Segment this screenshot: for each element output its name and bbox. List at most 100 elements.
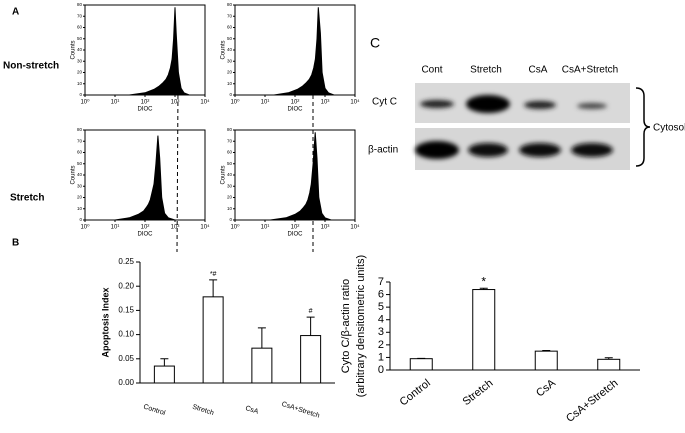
y-tick-label: 10 bbox=[227, 206, 233, 211]
x-tick-label: Stretch bbox=[191, 404, 214, 418]
x-axis-label: DIOC bbox=[138, 107, 154, 113]
x-tick-label: 10⁴ bbox=[200, 99, 210, 106]
x-tick-label: CsA+Stretch bbox=[564, 377, 620, 425]
band bbox=[571, 143, 613, 157]
error-bar bbox=[306, 316, 315, 336]
band bbox=[524, 101, 556, 109]
y-axis-label: (arbitrary densitometric units) bbox=[355, 255, 367, 397]
panel-label: C bbox=[370, 35, 380, 51]
y-tick-label: 10 bbox=[77, 81, 83, 86]
y-axis-label: Counts bbox=[221, 165, 227, 184]
x-tick-label: 10⁴ bbox=[350, 99, 360, 106]
annotation: * bbox=[481, 274, 486, 288]
y-tick-label: 0 bbox=[79, 92, 82, 97]
y-tick-label: 60 bbox=[77, 150, 83, 155]
bar bbox=[597, 358, 621, 371]
band bbox=[420, 100, 454, 108]
band bbox=[468, 143, 508, 157]
y-tick-label: 60 bbox=[77, 25, 83, 30]
lane-label: CsA+Stretch bbox=[562, 65, 618, 76]
histogram bbox=[129, 7, 190, 96]
y-tick-label: 5 bbox=[378, 301, 384, 313]
y-tick-label: 70 bbox=[227, 138, 233, 143]
annotation: # bbox=[309, 308, 313, 315]
x-tick-label: 10⁰ bbox=[80, 99, 90, 106]
lane-label: Stretch bbox=[470, 65, 502, 76]
x-tick-label: 10⁴ bbox=[350, 224, 360, 231]
y-tick-label: 0.25 bbox=[118, 257, 134, 266]
x-tick-label: Control bbox=[398, 377, 433, 408]
y-tick-label: 0 bbox=[229, 92, 232, 97]
x-tick-label: 10⁰ bbox=[230, 224, 240, 231]
y-tick-label: 20 bbox=[227, 195, 233, 200]
y-tick-label: 1 bbox=[378, 351, 384, 363]
y-tick-label: 0.10 bbox=[118, 330, 134, 339]
y-tick-label: 40 bbox=[77, 47, 83, 52]
y-tick-label: 0.20 bbox=[118, 281, 134, 290]
x-tick-label: 10² bbox=[141, 225, 150, 231]
bar bbox=[534, 350, 558, 371]
error-bar bbox=[542, 350, 551, 352]
x-axis-label: DIOC bbox=[288, 232, 304, 238]
bar bbox=[472, 289, 496, 371]
x-tick-label: 10⁴ bbox=[200, 224, 210, 231]
x-tick-label: 10² bbox=[141, 100, 150, 106]
y-tick-label: 50 bbox=[77, 161, 83, 166]
y-axis-label: Counts bbox=[71, 40, 77, 59]
y-tick-label: 40 bbox=[227, 172, 233, 177]
y-tick-label: 70 bbox=[77, 138, 83, 143]
y-tick-label: 0 bbox=[79, 217, 82, 222]
y-tick-label: 30 bbox=[77, 58, 83, 63]
bar bbox=[251, 347, 273, 384]
x-tick-label: 10¹ bbox=[261, 100, 270, 106]
y-tick-label: 30 bbox=[227, 183, 233, 188]
y-tick-label: 0.00 bbox=[118, 378, 134, 387]
error-bar bbox=[604, 357, 613, 360]
lane-label: Cont bbox=[421, 65, 442, 76]
x-tick-label: 10² bbox=[291, 100, 300, 106]
bar bbox=[153, 365, 175, 384]
y-tick-label: 80 bbox=[227, 127, 233, 132]
brace bbox=[635, 87, 651, 167]
row-label: Stretch bbox=[10, 193, 44, 204]
x-axis-label: DIOC bbox=[288, 107, 304, 113]
dashed-guide bbox=[176, 87, 179, 253]
panel-label: A bbox=[12, 7, 19, 18]
y-tick-label: 2 bbox=[378, 339, 384, 351]
western-blot: Cont Stretch CsA CsA+Stretch Cyt C β-act… bbox=[368, 65, 685, 170]
lane-label: CsA bbox=[529, 65, 548, 76]
fraction-label: Cytosol bbox=[653, 123, 685, 134]
y-tick-label: 50 bbox=[77, 36, 83, 41]
error-bar bbox=[160, 358, 169, 367]
y-tick-label: 30 bbox=[227, 58, 233, 63]
y-tick-label: 20 bbox=[77, 70, 83, 75]
x-tick-label: CsA bbox=[244, 405, 259, 416]
y-tick-label: 0.15 bbox=[118, 306, 134, 315]
y-tick-label: 10 bbox=[227, 81, 233, 86]
bar bbox=[300, 335, 322, 384]
y-tick-label: 7 bbox=[378, 276, 384, 288]
x-tick-label: 10¹ bbox=[111, 100, 120, 106]
y-tick-label: 4 bbox=[378, 314, 384, 326]
plot-frame bbox=[84, 129, 206, 221]
x-tick-label: 10⁰ bbox=[80, 224, 90, 231]
y-tick-label: 40 bbox=[77, 172, 83, 177]
y-axis-label: Counts bbox=[221, 40, 227, 59]
bar bbox=[202, 296, 224, 384]
band bbox=[577, 103, 607, 109]
y-axis-label: Cyto C/β-actin ratio bbox=[340, 279, 352, 373]
annotation: *# bbox=[210, 271, 217, 278]
plot-frame bbox=[234, 4, 356, 96]
row-label: Cyt C bbox=[372, 97, 397, 108]
y-tick-label: 20 bbox=[227, 70, 233, 75]
y-tick-label: 80 bbox=[227, 2, 233, 7]
y-tick-label: 50 bbox=[227, 161, 233, 166]
y-tick-label: 50 bbox=[227, 36, 233, 41]
y-tick-label: 10 bbox=[77, 206, 83, 211]
y-tick-label: 0 bbox=[229, 217, 232, 222]
y-tick-label: 0 bbox=[378, 364, 384, 376]
y-tick-label: 6 bbox=[378, 288, 384, 300]
x-tick-label: Control bbox=[142, 404, 166, 418]
x-tick-label: 10⁰ bbox=[230, 99, 240, 106]
